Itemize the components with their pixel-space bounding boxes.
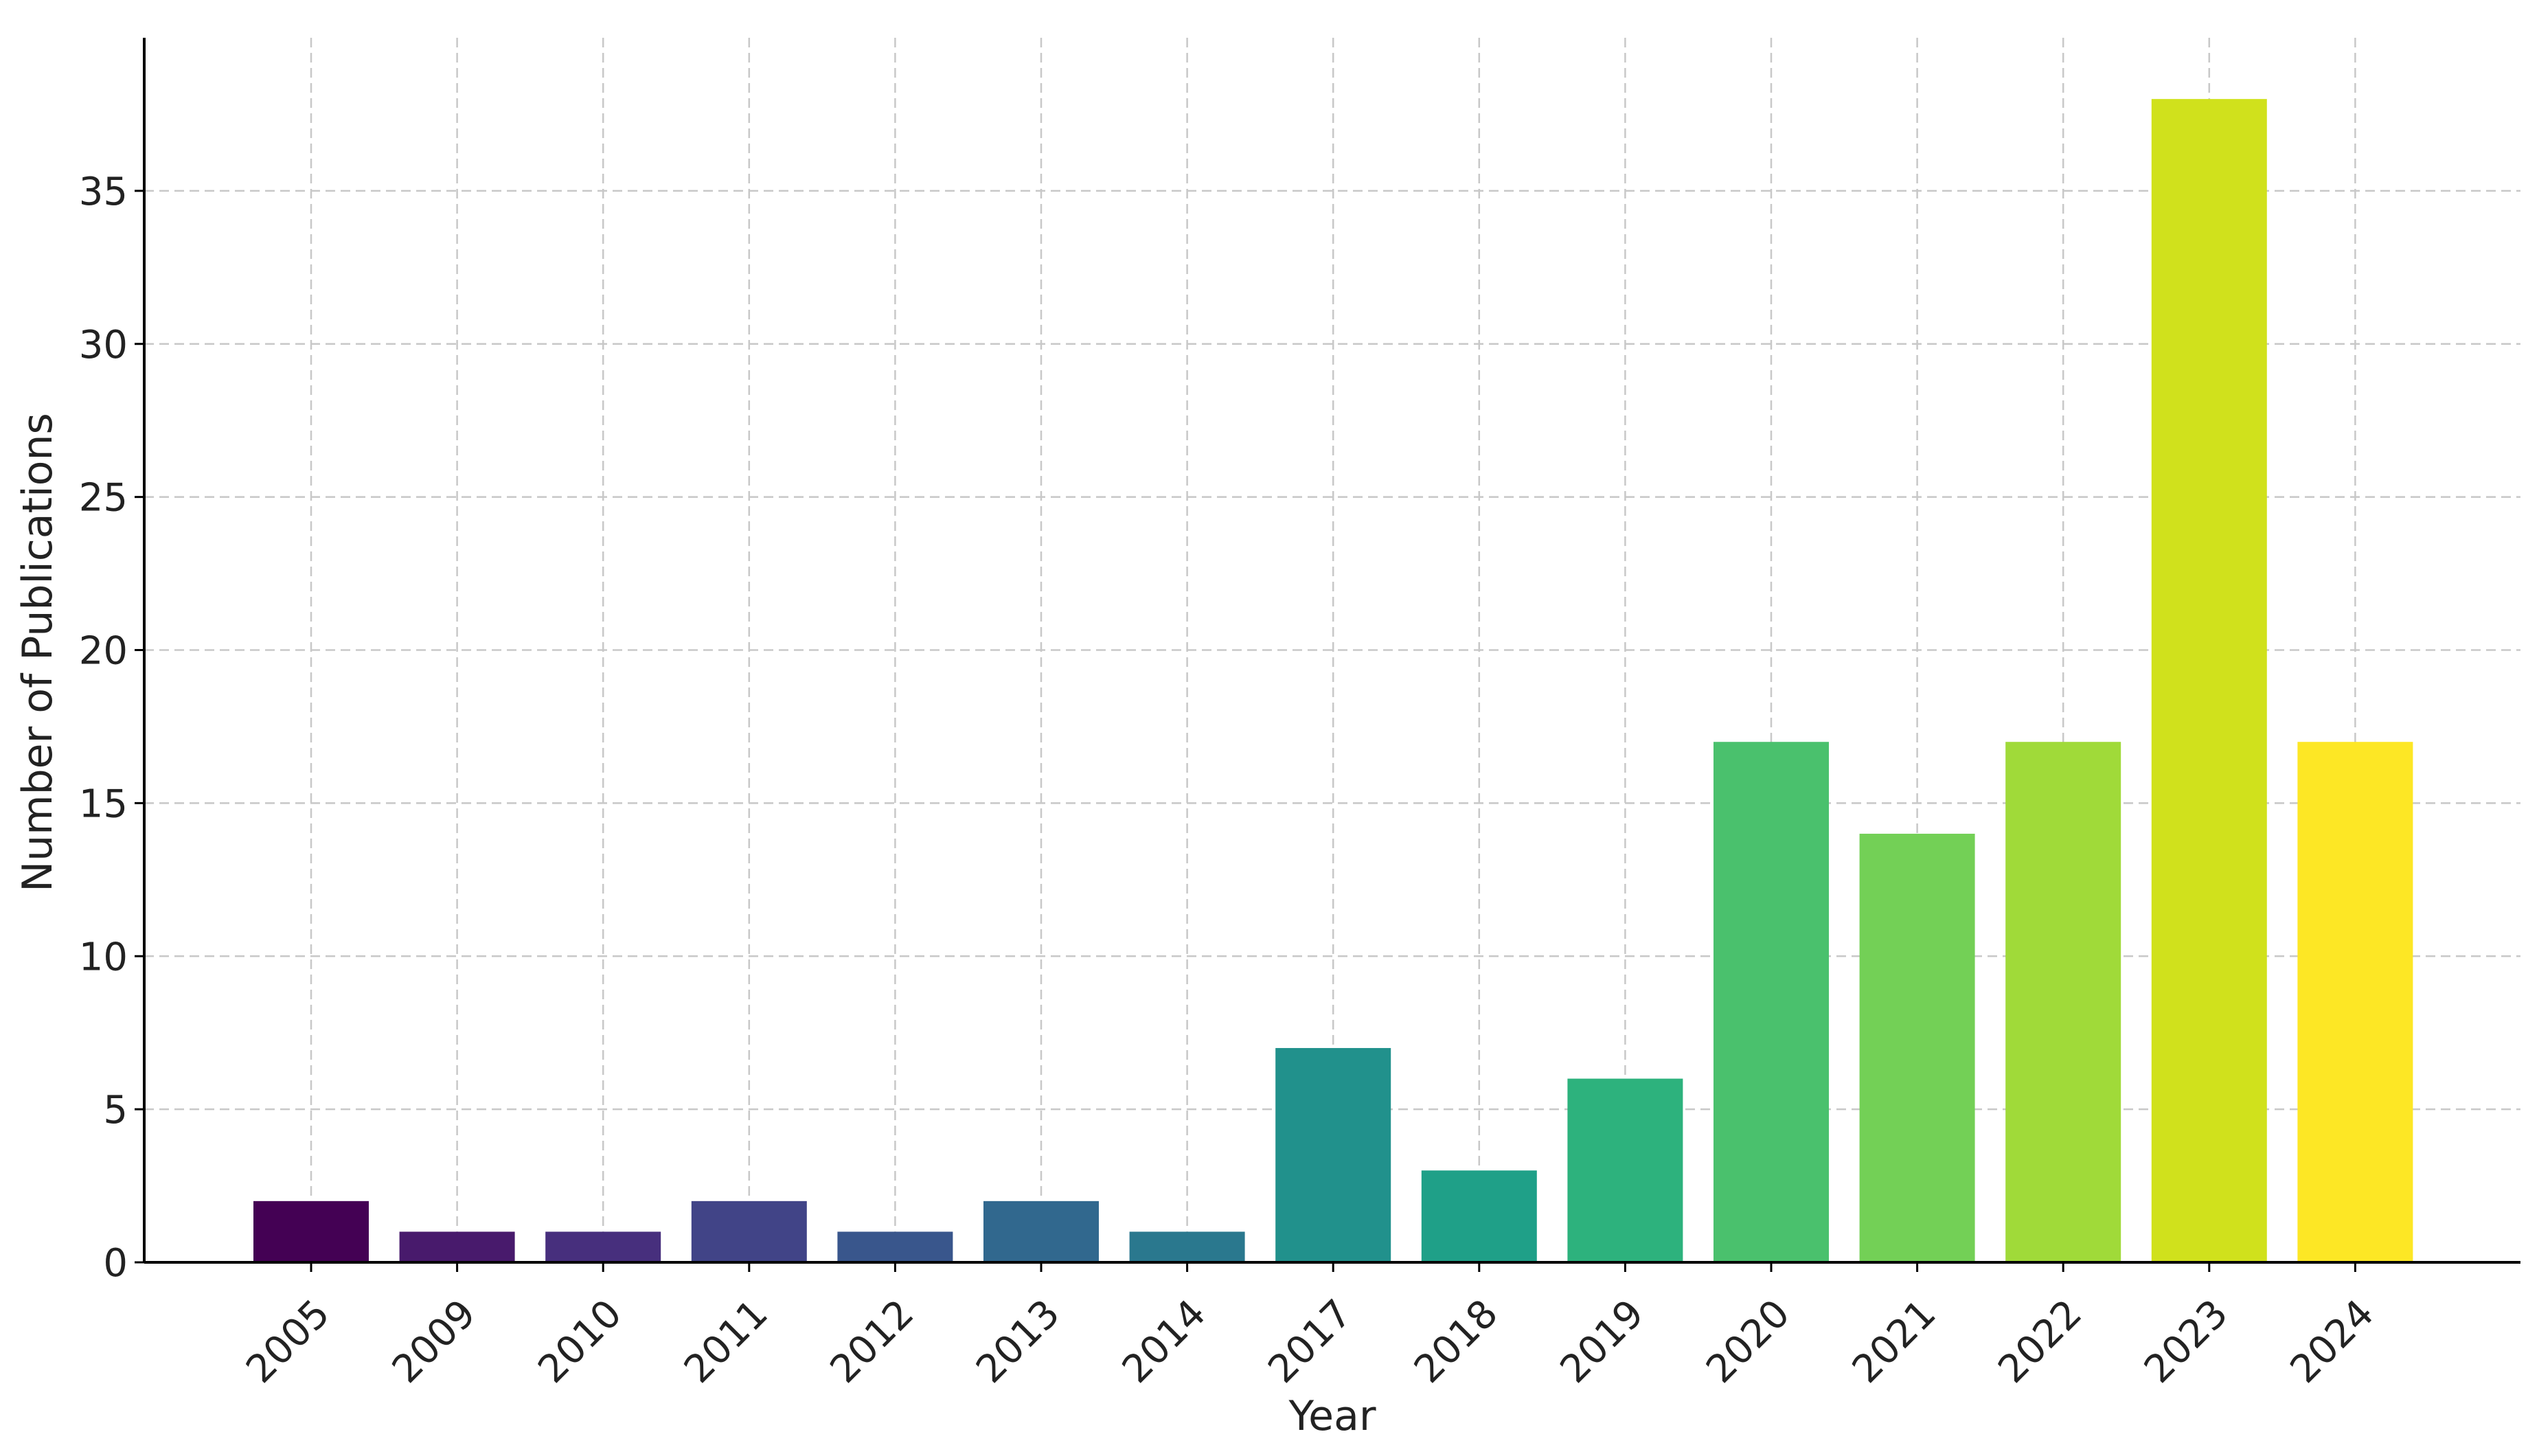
bar-2017 <box>1275 1047 1391 1262</box>
bar-2022 <box>2005 742 2121 1262</box>
x-tick-label: 2013 <box>968 1291 1069 1392</box>
x-tick-label: 2018 <box>1406 1291 1507 1392</box>
x-tick-label: 2009 <box>384 1291 485 1392</box>
x-tick-label: 2024 <box>2282 1291 2383 1392</box>
y-tick-label: 20 <box>79 629 128 674</box>
bar-2011 <box>691 1201 807 1262</box>
x-tick-label: 2017 <box>1260 1291 1360 1392</box>
y-tick-label: 0 <box>103 1241 128 1286</box>
x-tick-label: 2019 <box>1552 1291 1653 1392</box>
y-tick-label: 25 <box>79 476 128 521</box>
y-tick-label: 35 <box>79 170 128 214</box>
x-tick-labels: 2005 2009 2010 2011 2012 2013 2014 2017 2018 2019… <box>238 1262 2382 1392</box>
x-tick-label: 2005 <box>238 1291 339 1392</box>
x-tick-label: 2020 <box>1698 1291 1799 1392</box>
bar-2024 <box>2297 742 2413 1262</box>
x-tick-label: 2011 <box>676 1291 777 1392</box>
y-tick-label: 30 <box>79 323 128 367</box>
bar-2019 <box>1567 1078 1683 1262</box>
x-tick-label: 2022 <box>1990 1291 2091 1392</box>
y-tick-label: 10 <box>79 935 128 979</box>
bar-2009 <box>399 1231 515 1262</box>
bar-2018 <box>1421 1170 1537 1262</box>
bar-2021 <box>1859 833 1975 1262</box>
x-tick-label: 2010 <box>530 1291 630 1392</box>
bar-2023 <box>2151 99 2267 1262</box>
y-tick-labels: 0 5 10 15 20 25 30 35 <box>79 170 144 1286</box>
bars-layer <box>253 99 2413 1262</box>
bar-2013 <box>983 1201 1099 1262</box>
y-tick-label: 15 <box>79 782 128 826</box>
y-tick-label: 5 <box>103 1088 128 1133</box>
bar-2012 <box>837 1231 953 1262</box>
y-axis-title: Number of Publications <box>14 413 62 892</box>
bar-2010 <box>545 1231 661 1262</box>
x-tick-label: 2014 <box>1114 1291 1215 1392</box>
x-tick-label: 2023 <box>2136 1291 2237 1392</box>
x-axis-title: Year <box>1288 1392 1376 1440</box>
bar-2005 <box>253 1201 369 1262</box>
x-tick-label: 2012 <box>822 1291 923 1392</box>
bar-2014 <box>1129 1231 1245 1262</box>
x-tick-label: 2021 <box>1844 1291 1945 1392</box>
bar-2020 <box>1713 742 1829 1262</box>
